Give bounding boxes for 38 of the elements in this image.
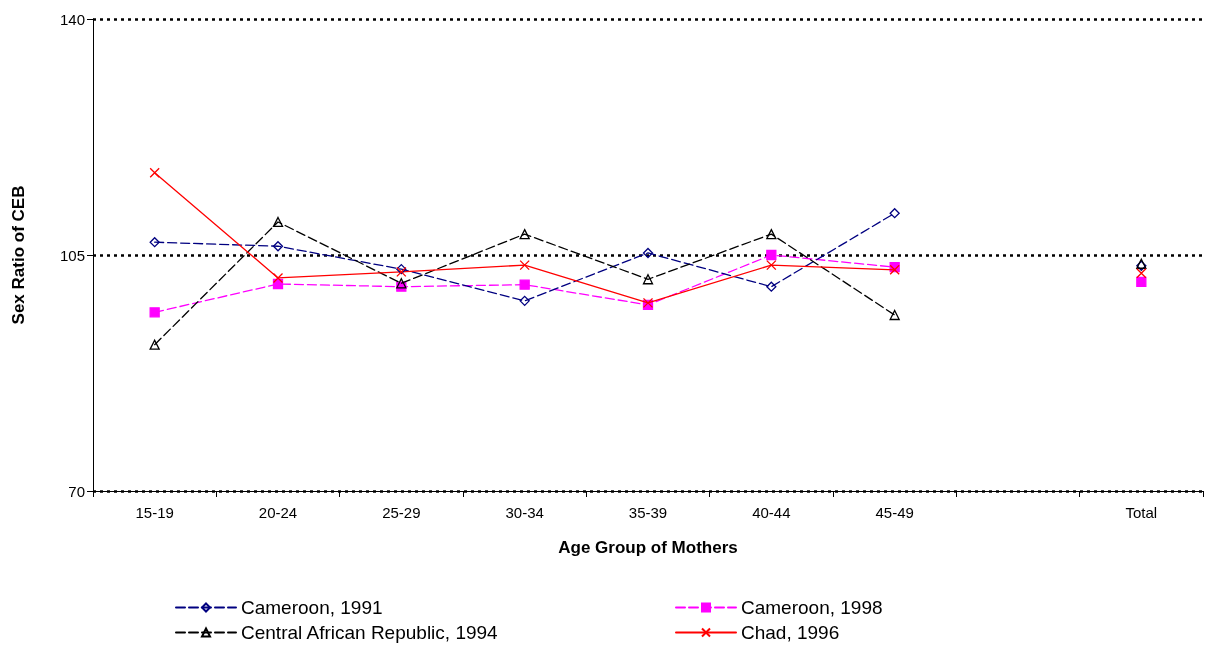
point <box>766 249 777 261</box>
x-tick-label: 30-34 <box>505 504 544 521</box>
legend-label: Central African Republic, 1994 <box>241 622 499 643</box>
y-tick-label: 70 <box>68 482 85 500</box>
x-tick-label: 35-39 <box>628 504 668 521</box>
x-axis-title: Age Group of Mothers <box>558 538 738 557</box>
y-tick-label: 105 <box>59 246 85 264</box>
x-tick-label: 25-29 <box>382 504 421 521</box>
point <box>149 307 160 318</box>
point <box>766 228 777 240</box>
x-tick-label: Total <box>1125 504 1158 521</box>
point <box>272 241 284 252</box>
point <box>272 216 284 228</box>
point <box>889 309 900 321</box>
point <box>149 167 160 178</box>
x-tick-label: 15-19 <box>135 504 174 521</box>
x-tick-label: 45-49 <box>875 504 914 521</box>
legend-label: Chad, 1996 <box>741 622 840 643</box>
point <box>519 279 530 290</box>
x-tick-label: 40-44 <box>752 504 791 521</box>
y-axis-title: Sex Ratio of CEB <box>9 185 28 325</box>
point <box>889 208 900 219</box>
legend-label: Cameroon, 1991 <box>241 597 383 618</box>
point <box>519 295 530 306</box>
point <box>519 228 530 240</box>
point <box>272 272 284 284</box>
point <box>766 281 777 292</box>
point <box>642 274 654 285</box>
point <box>1136 276 1147 288</box>
legend-label: Cameroon, 1998 <box>741 597 883 618</box>
x-tick-label: 20-24 <box>258 504 298 521</box>
point <box>519 259 530 271</box>
point <box>766 259 777 271</box>
point <box>149 237 160 248</box>
point <box>149 339 160 350</box>
point <box>1136 268 1147 279</box>
point <box>642 247 654 259</box>
y-tick-label: 140 <box>59 10 85 28</box>
